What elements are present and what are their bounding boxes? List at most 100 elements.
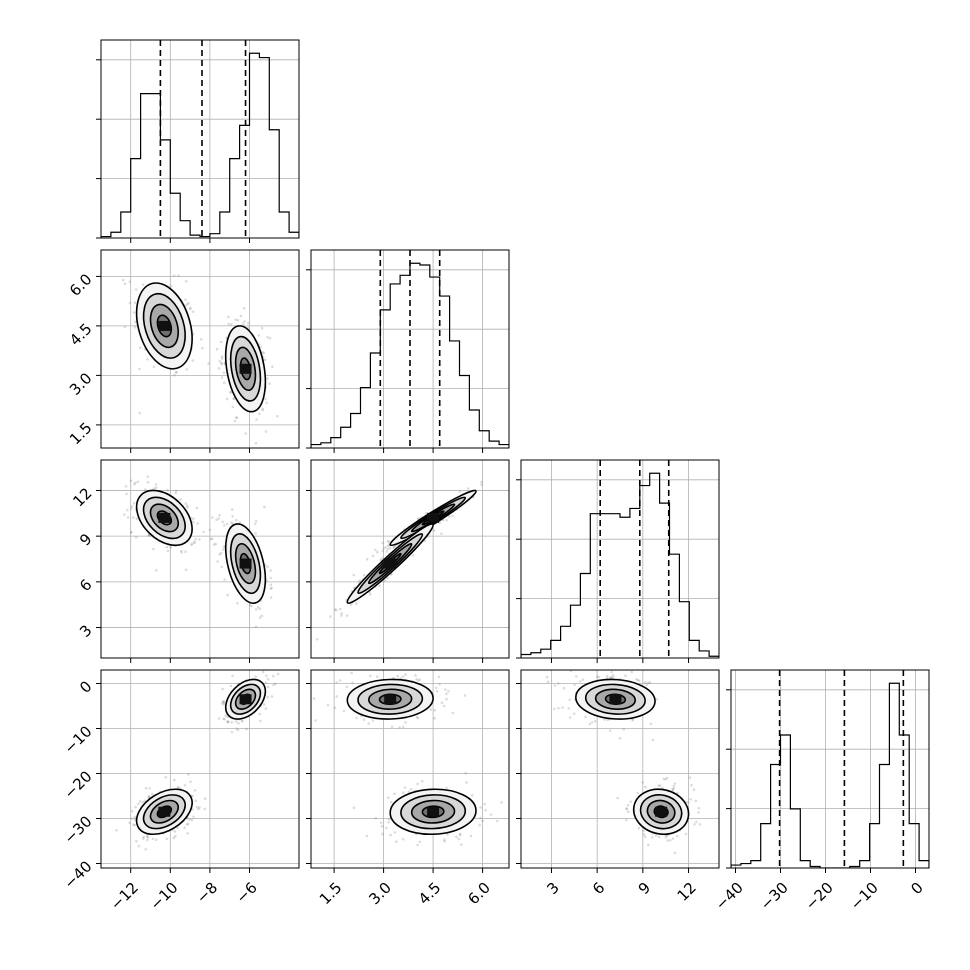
- scatter-point: [261, 351, 264, 354]
- scatter-point: [269, 583, 273, 586]
- scatter-point: [386, 576, 389, 580]
- scatter-point: [630, 670, 633, 674]
- scatter-point: [693, 823, 696, 826]
- scatter-point: [480, 483, 483, 486]
- scatter-point: [434, 686, 438, 690]
- scatter-point: [190, 543, 193, 547]
- scatter-point: [657, 835, 661, 839]
- scatter-point: [241, 720, 244, 723]
- scatter-point: [381, 549, 385, 553]
- x-tick-label: −40: [712, 879, 747, 914]
- scatter-point: [193, 789, 197, 792]
- scatter-point: [222, 702, 226, 706]
- scatter-point: [625, 818, 628, 822]
- scatter-point: [606, 674, 609, 678]
- scatter-point: [129, 479, 133, 483]
- scatter-point: [146, 357, 149, 361]
- scatter-point: [146, 838, 149, 842]
- scatter-point: [155, 569, 158, 572]
- scatter-point: [593, 719, 597, 723]
- scatter-point: [174, 491, 177, 495]
- scatter-point: [189, 306, 192, 310]
- scatter-point: [165, 837, 169, 841]
- scatter-point: [642, 833, 646, 836]
- scatter-point: [651, 738, 655, 742]
- scatter-point: [611, 675, 615, 679]
- scatter-point: [379, 821, 383, 824]
- scatter-point: [389, 833, 392, 837]
- scatter-point: [258, 712, 262, 716]
- scatter-point: [644, 785, 647, 789]
- scatter-point: [665, 834, 669, 838]
- scatter-point: [230, 730, 234, 734]
- scatter-point: [238, 521, 242, 524]
- scatter-point: [415, 715, 419, 719]
- scatter-point: [152, 487, 156, 491]
- scatter-point: [484, 808, 487, 812]
- scatter-point: [240, 719, 244, 722]
- scatter-point: [194, 799, 198, 803]
- scatter-point: [381, 832, 384, 836]
- scatter-point: [166, 549, 170, 553]
- scatter-point: [133, 815, 137, 819]
- scatter-point: [610, 670, 613, 674]
- scatter-point: [230, 508, 234, 511]
- scatter-point: [138, 411, 141, 415]
- density-peak: [158, 320, 171, 331]
- grid: [101, 250, 299, 448]
- scatter-point: [264, 707, 268, 710]
- scatter-point: [197, 807, 200, 811]
- scatter-point: [595, 675, 599, 678]
- scatter-point: [235, 727, 238, 730]
- scatter-point: [655, 698, 658, 701]
- scatter-point: [409, 788, 413, 791]
- x-tick-label: 3.0: [365, 879, 395, 909]
- scatter-point: [227, 720, 230, 724]
- density-peak: [609, 694, 622, 705]
- scatter-point: [584, 715, 587, 719]
- scatter-point: [234, 318, 237, 322]
- scatter-point: [134, 805, 137, 809]
- scatter-point: [437, 675, 441, 679]
- scatter-point: [269, 596, 273, 599]
- scatter-point: [611, 673, 615, 677]
- scatter-point: [588, 722, 592, 726]
- scatter-point: [315, 637, 319, 641]
- scatter-point: [266, 336, 269, 339]
- scatter-point: [684, 832, 688, 836]
- panel-frame: [520, 459, 720, 659]
- x-tick-label: 0: [907, 879, 926, 898]
- scatter-point: [138, 367, 141, 371]
- scatter-point: [392, 546, 395, 549]
- panel-4-4: −40 −30 −20 −10 0: [712, 669, 930, 914]
- histogram-p3: [521, 472, 719, 658]
- scatter-point: [154, 483, 158, 486]
- scatter-point: [192, 815, 195, 818]
- x-tick-label: −10: [147, 879, 182, 914]
- scatter-point: [664, 777, 667, 781]
- scatter-point: [133, 818, 137, 822]
- scatter-point: [385, 550, 389, 553]
- scatter-point: [334, 608, 338, 612]
- scatter-point: [219, 551, 223, 555]
- scatter-point: [248, 603, 252, 607]
- scatter-point: [340, 614, 343, 617]
- scatter-point: [137, 844, 141, 848]
- scatter-point: [230, 521, 233, 524]
- scatter-point: [225, 522, 229, 526]
- scatter-point: [649, 722, 653, 725]
- panel-4-3: 3 6 9 12: [516, 669, 720, 905]
- scatter-point: [195, 506, 199, 510]
- scatter-point: [172, 836, 176, 840]
- scatter-point: [254, 608, 258, 611]
- scatter-point: [673, 851, 677, 855]
- scatter-point: [176, 785, 180, 789]
- scatter-point: [236, 318, 240, 322]
- scatter-point: [212, 543, 216, 546]
- scatter-point: [191, 310, 195, 314]
- scatter-point: [274, 682, 277, 686]
- scatter-point: [146, 836, 150, 839]
- panel-frame: [100, 459, 300, 659]
- scatter-point: [152, 547, 155, 551]
- grid: [311, 460, 509, 658]
